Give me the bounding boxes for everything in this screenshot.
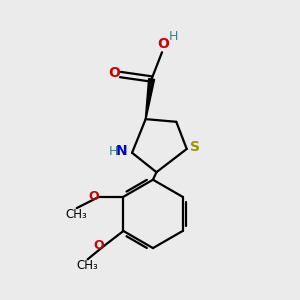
Text: CH₃: CH₃ — [77, 259, 99, 272]
Text: CH₃: CH₃ — [65, 208, 87, 221]
Text: O: O — [108, 66, 120, 80]
Text: H: H — [109, 145, 118, 158]
Text: O: O — [88, 190, 99, 203]
Text: O: O — [93, 239, 104, 252]
Text: S: S — [190, 140, 200, 154]
Text: H: H — [169, 30, 178, 43]
Polygon shape — [146, 79, 154, 119]
Text: O: O — [158, 37, 169, 51]
Text: N: N — [116, 144, 127, 158]
